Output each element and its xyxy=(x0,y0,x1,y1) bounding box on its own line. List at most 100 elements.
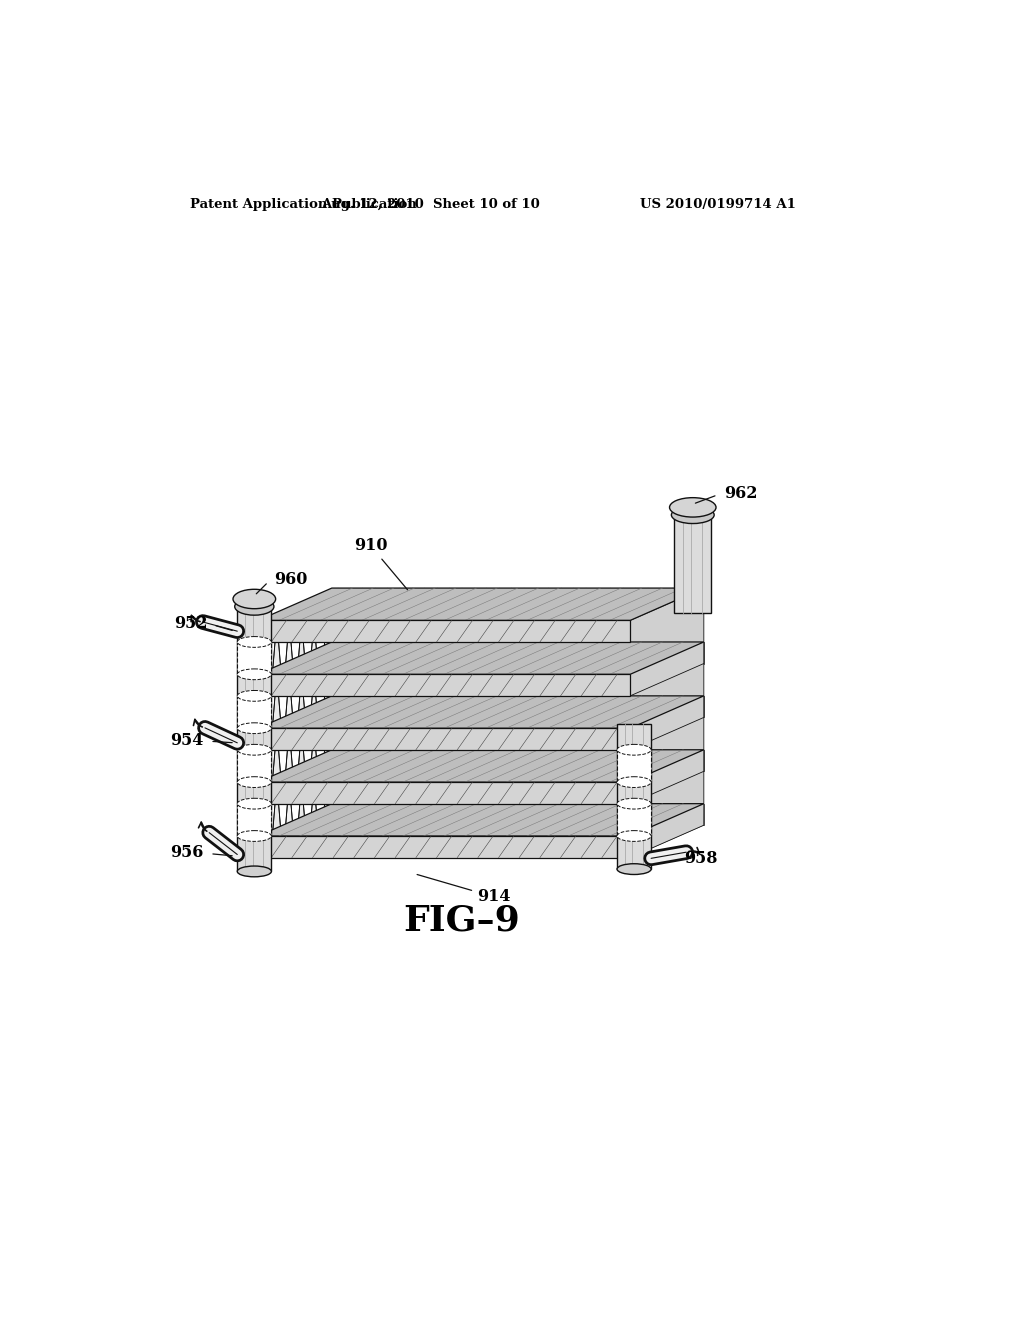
Polygon shape xyxy=(419,696,431,771)
Polygon shape xyxy=(357,729,370,804)
Polygon shape xyxy=(258,750,703,781)
Polygon shape xyxy=(691,696,703,771)
Polygon shape xyxy=(604,589,617,664)
Polygon shape xyxy=(321,729,333,804)
Polygon shape xyxy=(258,781,630,804)
Polygon shape xyxy=(667,750,679,825)
Polygon shape xyxy=(642,642,654,718)
Polygon shape xyxy=(679,589,691,664)
Polygon shape xyxy=(345,729,357,804)
Polygon shape xyxy=(381,750,394,825)
Polygon shape xyxy=(332,642,344,718)
Polygon shape xyxy=(506,589,518,664)
Polygon shape xyxy=(530,696,543,771)
Polygon shape xyxy=(332,804,703,825)
Text: Patent Application Publication: Patent Application Publication xyxy=(190,198,417,211)
Polygon shape xyxy=(357,781,370,858)
Polygon shape xyxy=(667,696,679,771)
Polygon shape xyxy=(407,781,420,858)
Text: 914: 914 xyxy=(417,875,511,906)
Polygon shape xyxy=(630,750,703,858)
Polygon shape xyxy=(357,675,370,750)
Polygon shape xyxy=(667,589,679,664)
Text: 954: 954 xyxy=(171,733,204,748)
Polygon shape xyxy=(283,620,295,696)
Polygon shape xyxy=(394,729,407,804)
Polygon shape xyxy=(604,750,617,825)
Polygon shape xyxy=(419,589,431,664)
Polygon shape xyxy=(308,729,321,804)
Polygon shape xyxy=(555,589,567,664)
Polygon shape xyxy=(345,781,357,858)
Polygon shape xyxy=(332,750,703,771)
Polygon shape xyxy=(258,675,270,750)
Polygon shape xyxy=(443,696,456,771)
Ellipse shape xyxy=(670,498,716,517)
Polygon shape xyxy=(518,781,531,858)
Polygon shape xyxy=(345,675,357,750)
Polygon shape xyxy=(592,696,604,771)
Polygon shape xyxy=(580,750,592,825)
Text: 962: 962 xyxy=(724,484,758,502)
Polygon shape xyxy=(407,675,420,750)
Polygon shape xyxy=(556,675,568,750)
Polygon shape xyxy=(370,729,382,804)
Polygon shape xyxy=(506,729,518,804)
Ellipse shape xyxy=(238,669,271,680)
Polygon shape xyxy=(443,642,456,718)
Polygon shape xyxy=(506,696,518,771)
Polygon shape xyxy=(617,750,651,781)
Polygon shape xyxy=(654,750,667,825)
Polygon shape xyxy=(654,589,667,664)
Polygon shape xyxy=(258,836,630,858)
Polygon shape xyxy=(332,696,344,771)
Polygon shape xyxy=(481,781,494,858)
Polygon shape xyxy=(444,675,457,750)
Polygon shape xyxy=(283,675,295,750)
Polygon shape xyxy=(431,696,443,771)
Polygon shape xyxy=(494,781,506,858)
Polygon shape xyxy=(481,675,494,750)
Polygon shape xyxy=(531,620,544,696)
Polygon shape xyxy=(258,642,703,675)
Polygon shape xyxy=(556,781,568,858)
Polygon shape xyxy=(369,750,381,825)
Polygon shape xyxy=(469,675,481,750)
Polygon shape xyxy=(630,642,703,750)
Polygon shape xyxy=(544,729,556,804)
Polygon shape xyxy=(480,589,493,664)
Ellipse shape xyxy=(617,744,651,755)
Polygon shape xyxy=(568,620,581,696)
Polygon shape xyxy=(382,729,394,804)
Polygon shape xyxy=(469,729,481,804)
Text: Aug. 12, 2010  Sheet 10 of 10: Aug. 12, 2010 Sheet 10 of 10 xyxy=(321,198,540,211)
Polygon shape xyxy=(630,642,642,718)
Polygon shape xyxy=(617,729,630,804)
Polygon shape xyxy=(308,620,321,696)
Polygon shape xyxy=(394,750,407,825)
Polygon shape xyxy=(356,642,369,718)
Polygon shape xyxy=(258,589,703,620)
Polygon shape xyxy=(605,675,617,750)
Polygon shape xyxy=(581,675,593,750)
Polygon shape xyxy=(295,620,308,696)
Polygon shape xyxy=(506,750,518,825)
Polygon shape xyxy=(605,781,617,858)
Polygon shape xyxy=(518,589,530,664)
Polygon shape xyxy=(493,696,506,771)
Polygon shape xyxy=(593,729,605,804)
Polygon shape xyxy=(258,729,270,804)
Polygon shape xyxy=(691,589,703,664)
Polygon shape xyxy=(617,642,630,718)
Polygon shape xyxy=(581,620,593,696)
Polygon shape xyxy=(456,642,468,718)
Polygon shape xyxy=(444,620,457,696)
Polygon shape xyxy=(531,729,544,804)
Polygon shape xyxy=(555,642,567,718)
Polygon shape xyxy=(543,750,555,825)
Polygon shape xyxy=(679,642,691,718)
Polygon shape xyxy=(270,675,283,750)
Polygon shape xyxy=(420,675,432,750)
Ellipse shape xyxy=(238,744,271,755)
Polygon shape xyxy=(407,589,419,664)
